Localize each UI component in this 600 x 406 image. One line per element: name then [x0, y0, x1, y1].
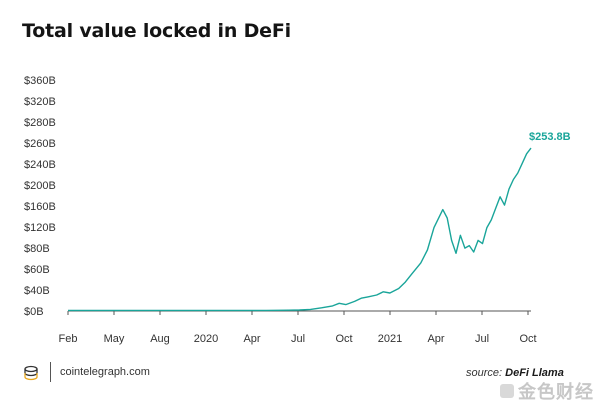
footer-divider: [50, 362, 51, 382]
y-tick-label: $0B: [24, 306, 44, 318]
source-credit: source: DeFi Llama: [466, 367, 564, 379]
tvl-series-line: [68, 147, 532, 312]
y-tick-label: $200B: [24, 180, 56, 192]
watermark-text: 金色财经: [518, 382, 594, 402]
x-tick-label: May: [104, 333, 125, 345]
x-tick-label: Jul: [475, 333, 489, 345]
y-tick-label: $240B: [24, 159, 56, 171]
x-tick-label: Jul: [291, 333, 305, 345]
y-tick-label: $40B: [24, 285, 50, 297]
y-tick-label: $120B: [24, 222, 56, 234]
x-tick-label: Oct: [519, 333, 536, 345]
y-tick-label: $360B: [24, 75, 56, 87]
x-tick-label: Apr: [427, 333, 444, 345]
y-tick-label: $60B: [24, 264, 50, 276]
end-value-label: $253.8B: [529, 131, 571, 143]
source-name: DeFi Llama: [505, 367, 564, 379]
x-tick-label: Oct: [335, 333, 352, 345]
y-tick-label: $260B: [24, 138, 56, 150]
source-prefix: source:: [466, 367, 506, 379]
x-axis: Feb May Aug 2020 Apr Jul Oct 2021 Apr Jul Oct: [59, 311, 537, 345]
x-tick-label: 2021: [378, 333, 402, 345]
chart-title: Total value locked in DeFi: [22, 20, 291, 42]
x-tick-label: Feb: [59, 333, 78, 345]
watermark: 金色财经: [500, 378, 594, 404]
y-tick-label: $320B: [24, 96, 56, 108]
y-tick-label: $280B: [24, 117, 56, 129]
y-tick-label: $80B: [24, 243, 50, 255]
cointelegraph-logo-icon: [24, 365, 38, 381]
y-tick-label: $160B: [24, 201, 56, 213]
x-tick-label: Aug: [150, 333, 170, 345]
y-axis: $0B $40B $60B $80B $120B $160B $200B $240B $260B…: [24, 75, 56, 318]
site-name: cointelegraph.com: [60, 366, 150, 378]
watermark-logo-icon: [500, 384, 514, 398]
x-tick-label: 2020: [194, 333, 218, 345]
x-tick-label: Apr: [243, 333, 260, 345]
